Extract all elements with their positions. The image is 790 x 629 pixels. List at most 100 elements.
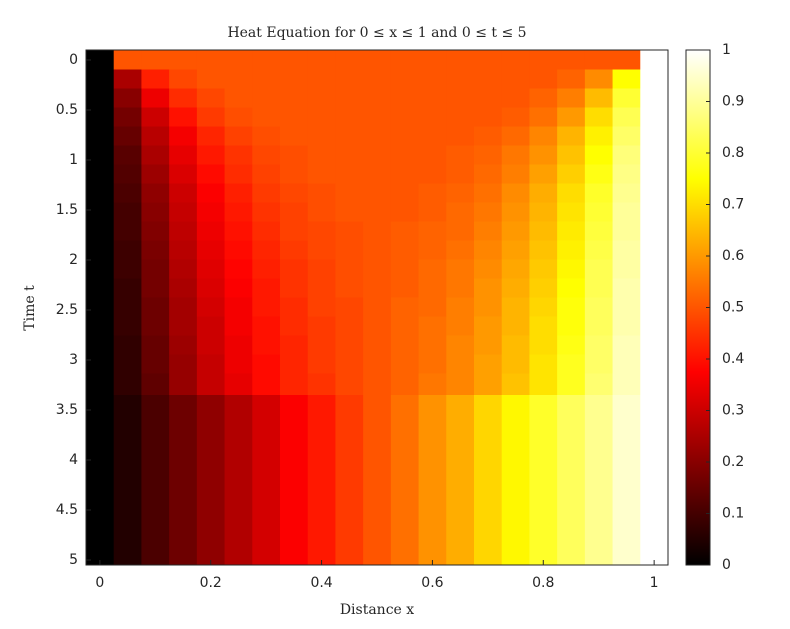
x-tick-label: 0.6 [421,575,443,591]
heat-cell [196,50,226,70]
heat-cell [280,259,309,279]
heat-cell [335,335,364,355]
heat-cell [196,354,226,374]
heat-cell [390,373,420,396]
heat-cell [307,316,336,336]
heat-cell [280,354,309,374]
heat-cell [113,107,142,127]
y-tick-label: 1.5 [56,202,78,218]
heat-cell [640,395,669,566]
heat-cell [86,183,115,203]
heat-cell [557,126,586,146]
heat-cell [640,354,669,374]
heat-cell [501,395,530,566]
heat-cell [501,278,530,298]
heat-cell [335,240,364,260]
heat-cell [363,69,392,89]
heat-cell [474,50,503,70]
heat-cell [529,183,558,203]
heat-cell [418,145,447,165]
heat-cell [196,164,226,184]
y-tick-label: 2 [69,252,78,268]
heat-cell [141,50,170,70]
heat-cell [501,88,530,108]
heat-cell [474,221,503,241]
heat-cell [169,221,198,241]
heat-cell [113,164,142,184]
heat-cell [446,240,475,260]
heat-cell [584,395,614,566]
x-tick-label: 1 [650,575,659,591]
heat-cell [612,221,641,241]
heat-cell [557,297,586,317]
heat-cell [280,221,309,241]
heat-cell [280,240,309,260]
heat-cell [474,164,503,184]
y-tick-label: 4 [69,452,78,468]
heat-cell [557,373,586,396]
colorbar-tick-label: 0.6 [722,248,744,264]
heat-cell [584,240,614,260]
heat-cell [640,297,669,317]
heat-cell [252,259,281,279]
heat-cell [584,202,614,222]
heat-cell [113,69,142,89]
heat-cell [224,202,253,222]
heat-cell [446,335,475,355]
heat-cell [446,126,475,146]
heat-cell [169,259,198,279]
heat-cell [557,107,586,127]
heat-cell [474,278,503,298]
heat-cell [446,354,475,374]
heat-cell [335,69,364,89]
y-tick-label: 3 [69,352,78,368]
heat-cell [501,221,530,241]
colorbar-tick-label: 0.7 [722,197,744,213]
heat-cell [252,395,281,566]
plot-frame [85,49,669,566]
heat-cell [169,354,198,374]
heat-cell [113,221,142,241]
heat-cell [141,316,170,336]
x-tick-label: 0.8 [532,575,554,591]
heat-cell [169,126,198,146]
heat-cell [224,297,253,317]
heat-cell [86,395,115,566]
y-tick-label: 4.5 [56,502,78,518]
heat-cell [390,88,420,108]
heat-cell [390,316,420,336]
heat-cell [335,297,364,317]
heat-cell [640,88,669,108]
heat-cell [529,354,558,374]
heat-cell [113,202,142,222]
heat-cell [141,145,170,165]
heat-cell [252,354,281,374]
heat-cell [335,221,364,241]
heat-cell [474,297,503,317]
heat-cell [501,297,530,317]
heat-cell [363,145,392,165]
heat-cell [169,183,198,203]
heat-cell [474,316,503,336]
heat-cell [169,278,198,298]
heat-cell [584,164,614,184]
heat-cell [390,107,420,127]
heat-cell [252,126,281,146]
heat-cell [557,69,586,89]
heat-cell [529,126,558,146]
heat-cell [86,145,115,165]
heat-cell [390,259,420,279]
heat-cell [196,221,226,241]
heat-cell [363,395,392,566]
heat-cell [196,259,226,279]
heat-cell [141,335,170,355]
heat-cell [196,183,226,203]
heat-cell [474,145,503,165]
heat-cell [640,202,669,222]
heat-cell [86,259,115,279]
heat-cell [252,69,281,89]
heat-cell [224,221,253,241]
heat-cell [86,202,115,222]
heat-cell [529,88,558,108]
heat-cell [169,202,198,222]
